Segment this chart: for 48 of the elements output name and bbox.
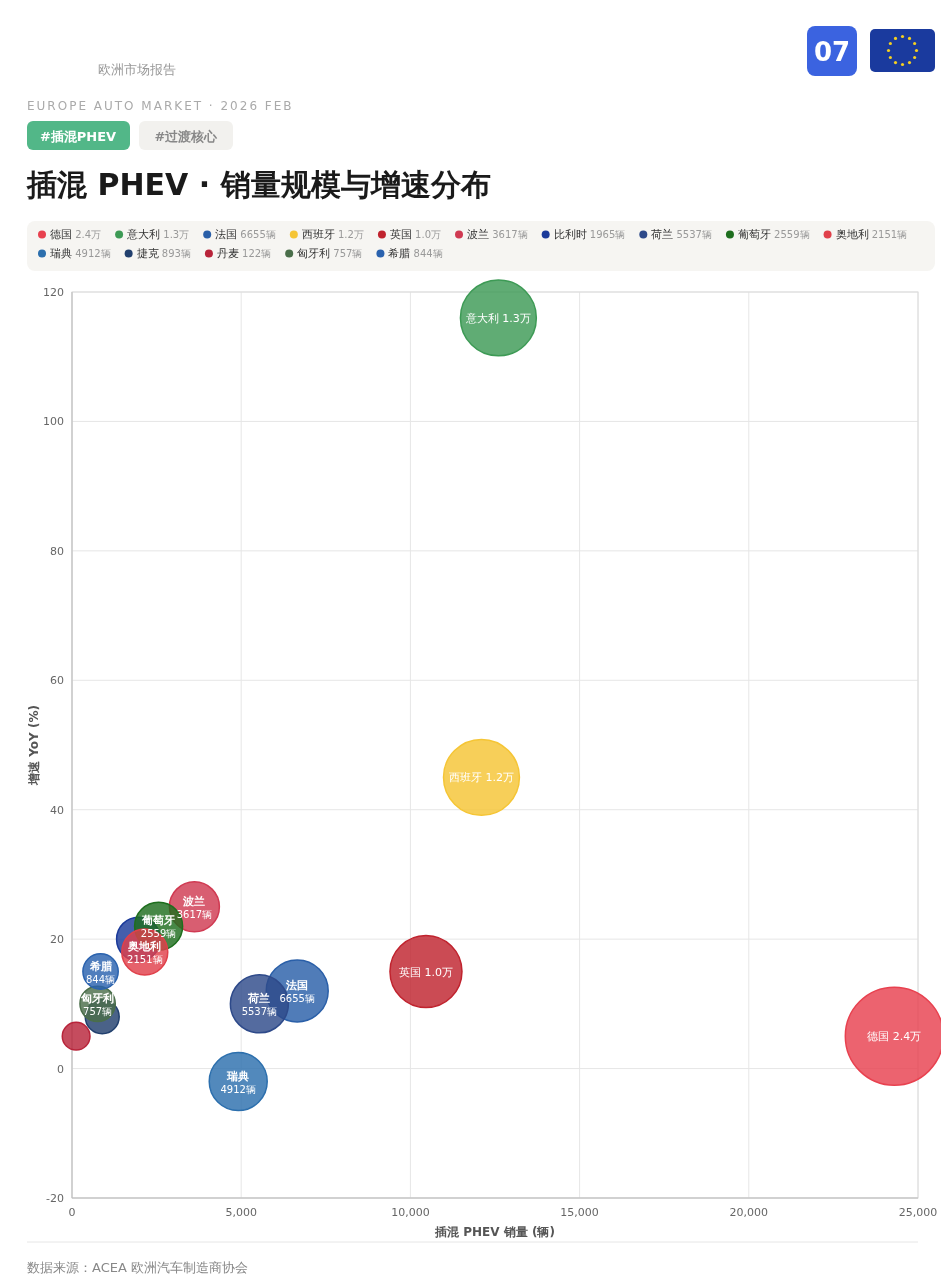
x-tick-label: 10,000: [391, 1206, 430, 1219]
y-tick-label: 120: [43, 286, 64, 299]
y-tick-label: 20: [50, 933, 64, 947]
legend-label: 德国 2.4万: [50, 228, 102, 241]
legend-label: 荷兰 5537辆: [651, 228, 712, 241]
legend-label: 奥地利 2151辆: [835, 228, 908, 241]
text: 匈牙利 757辆: [81, 991, 115, 1017]
text: 意大利 1.3万: [465, 311, 531, 325]
text: 德国 2.4万: [867, 1030, 922, 1044]
text: 荷兰 5537辆: [241, 991, 278, 1017]
text: 07: [813, 37, 851, 67]
y-tick-label: 100: [43, 415, 64, 429]
legend-label: 葡萄牙 2559辆: [737, 228, 810, 241]
text: 英国 1.0万: [398, 965, 453, 979]
y-axis-title: 增速 YoY (%): [27, 705, 41, 786]
x-tick-label: 20,000: [729, 1206, 769, 1219]
legend-label: 瑞典 4912辆: [50, 247, 111, 260]
legend-label: 意大利 1.3万: [126, 228, 190, 241]
x-tick-label: 15,000: [560, 1206, 599, 1219]
legend-label: 丹麦 122辆: [216, 247, 272, 260]
chart-title: 插混 PHEV · 销量规模与增速分布: [26, 167, 491, 202]
legend-label: 法国 6655辆: [215, 228, 276, 241]
y-tick-label: 40: [50, 803, 64, 817]
text: 西班牙 1.2万: [448, 771, 514, 785]
legend-label: 西班牙 1.2万: [301, 228, 364, 241]
chart-subtitle: 欧洲市场报告: [98, 62, 176, 77]
x-axis-title: 插混 PHEV 销量 (辆): [434, 1225, 555, 1239]
y-tick-label: 0: [57, 1062, 64, 1076]
source-note: 数据来源：ACEA 欧洲汽车制造商协会: [27, 1260, 248, 1275]
y-tick-label: 80: [50, 544, 64, 558]
text: EUROPE AUTO MARKET · 2026 FEB: [27, 99, 294, 113]
x-tick-label: 25,000: [898, 1206, 938, 1219]
y-tick-label: 60: [50, 674, 64, 688]
text: 希腊 844辆: [86, 959, 116, 985]
text: 瑞典 4912辆: [220, 1069, 256, 1095]
legend-label: 捷克 893辆: [136, 247, 191, 260]
legend-label: 希腊 844辆: [388, 247, 443, 260]
legend-label: 比利时 1965辆: [553, 228, 626, 241]
text: #过渡核心: [154, 129, 219, 144]
y-tick-label: -20: [46, 1192, 64, 1205]
x-tick-label: 0: [68, 1206, 76, 1219]
x-tick-label: 5,000: [225, 1206, 257, 1219]
legend-label: 英国 1.0万: [389, 228, 442, 241]
text: 法国 6655辆: [279, 978, 315, 1004]
text: 奥地利 2151辆: [127, 940, 163, 966]
text: #插混PHEV: [39, 129, 117, 144]
legend-label: 波兰 3617辆: [467, 228, 528, 241]
legend-label: 匈牙利 757辆: [297, 247, 363, 260]
